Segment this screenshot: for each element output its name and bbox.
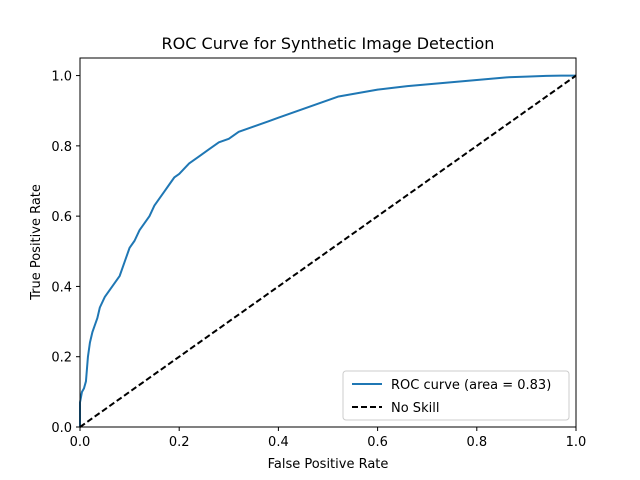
legend-box — [342, 370, 570, 421]
y-tick-label: 1.0 — [51, 70, 72, 85]
chart-title: ROC Curve for Synthetic Image Detection — [162, 34, 495, 53]
y-tick-label: 0.2 — [51, 351, 72, 366]
legend: ROC curve (area = 0.83) No Skill — [342, 370, 570, 421]
x-tick-label: 0.6 — [367, 435, 388, 450]
y-axis-label: True Positive Rate — [29, 184, 44, 301]
x-axis: 0.0 0.2 0.4 0.6 0.8 1.0 — [70, 427, 587, 450]
x-tick-label: 0.0 — [70, 435, 91, 450]
y-tick-label: 0.8 — [51, 140, 72, 155]
y-axis: 0.0 0.2 0.4 0.6 0.8 1.0 — [51, 70, 80, 436]
x-tick-label: 0.8 — [466, 435, 487, 450]
legend-label-roc: ROC curve (area = 0.83) — [391, 378, 551, 393]
x-tick-label: 0.4 — [268, 435, 289, 450]
no-skill-line — [79, 74, 577, 428]
y-tick-label: 0.6 — [51, 210, 72, 225]
x-axis-label: False Positive Rate — [268, 457, 389, 472]
y-tick-label: 0.4 — [51, 280, 72, 295]
legend-label-no-skill: No Skill — [391, 401, 439, 416]
y-tick-label: 0.0 — [51, 421, 72, 436]
x-tick-label: 0.2 — [169, 435, 190, 450]
plot-series — [79, 74, 577, 428]
x-tick-label: 1.0 — [566, 435, 587, 450]
roc-curve-line — [79, 74, 576, 427]
plot-frame — [79, 57, 577, 428]
